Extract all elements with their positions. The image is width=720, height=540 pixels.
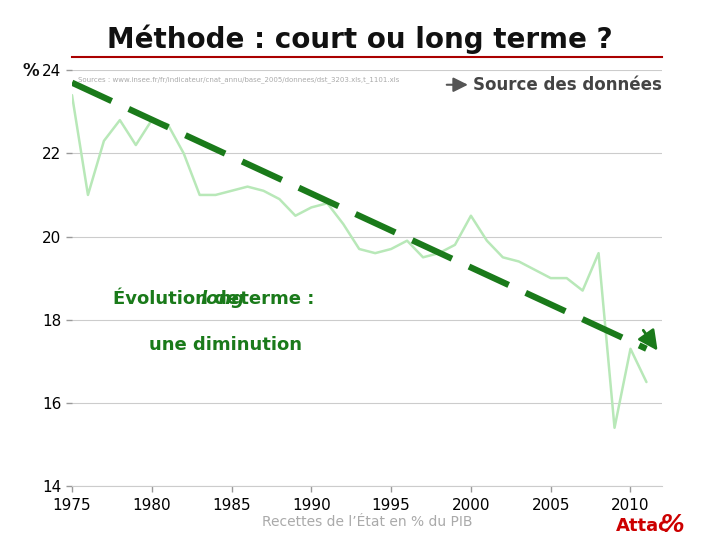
Text: Méthode : court ou long terme ?: Méthode : court ou long terme ? — [107, 24, 613, 54]
Text: une diminution: une diminution — [149, 336, 302, 354]
Text: long: long — [201, 290, 245, 308]
Text: Sources : www.insee.fr/fr/indicateur/cnat_annu/base_2005/donnees/dst_3203.xls,t_: Sources : www.insee.fr/fr/indicateur/cna… — [78, 77, 400, 83]
Text: Recettes de l’État en % du PIB: Recettes de l’État en % du PIB — [262, 515, 472, 529]
Text: Source des données: Source des données — [446, 76, 662, 94]
Text: terme :: terme : — [235, 290, 315, 308]
Text: %: % — [23, 62, 40, 80]
Text: Attac: Attac — [616, 517, 670, 535]
Text: Évolution de: Évolution de — [113, 290, 246, 308]
Text: %: % — [661, 514, 685, 537]
